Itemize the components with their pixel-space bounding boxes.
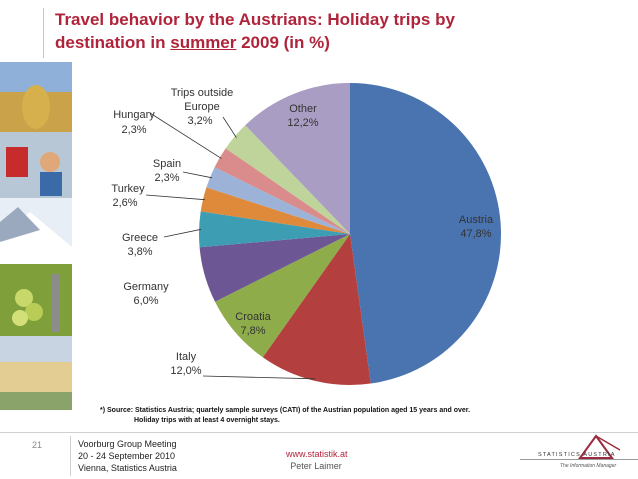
photo-collage-image	[0, 62, 72, 410]
label-italy-name: Italy	[176, 351, 197, 363]
pie-slice-spain	[206, 167, 350, 234]
title-emphasis: summer	[170, 33, 237, 52]
label-turkey-name: Turkey	[111, 183, 145, 195]
label-austria-value: 47,8%	[460, 228, 491, 240]
statistics-austria-logo: STATISTICS AUSTRIA The Information Manag…	[520, 430, 638, 479]
pie-slice-other	[245, 83, 350, 234]
pie-slice-italy	[262, 234, 371, 386]
footer-vertical-divider	[70, 436, 71, 476]
meeting-line-1: Voorburg Group Meeting	[78, 439, 177, 449]
title-line-2-suffix: 2009 (in %)	[236, 33, 330, 52]
presenter-name: Peter Laimer	[290, 461, 342, 471]
pie-slice-croatia	[215, 234, 350, 358]
header-divider	[43, 8, 44, 58]
label-austria-name: Austria	[459, 214, 494, 226]
website-link[interactable]: www.statistik.at	[286, 449, 348, 459]
label-croatia-value: 7,8%	[240, 325, 265, 337]
source-footnote: *) Source: Statistics Austria; quartely …	[100, 406, 470, 426]
label-other-name: Other	[289, 103, 317, 115]
leader-line-hungary	[149, 112, 222, 159]
meeting-line-3: Vienna, Statistics Austria	[78, 463, 177, 473]
label-spain-name: Spain	[153, 158, 181, 170]
title-line-1: Travel behavior by the Austrians: Holida…	[55, 10, 455, 29]
meeting-info: Voorburg Group Meeting 20 - 24 September…	[78, 438, 177, 474]
logo-rule	[520, 459, 638, 460]
label-outside-name-2: Europe	[184, 101, 219, 113]
leader-line-italy	[202, 375, 315, 380]
label-turkey-value: 2,6%	[112, 197, 137, 209]
footnote-line-2: Holiday trips with at least 4 overnight …	[134, 417, 280, 424]
leader-line-greece	[163, 228, 202, 238]
label-hungary-value: 2,3%	[121, 124, 146, 136]
label-hungary-name: Hungary	[113, 109, 155, 121]
leader-line-turkey	[145, 194, 206, 201]
pie-slice-austria	[350, 83, 502, 384]
label-germany-name: Germany	[123, 281, 169, 293]
pie-slice-hungary	[214, 148, 350, 234]
pie-slices	[198, 83, 502, 386]
pie-slice-germany	[199, 234, 350, 302]
footer-contact: www.statistik.at Peter Laimer	[286, 448, 348, 472]
pie-slice-turkey	[200, 187, 350, 234]
label-italy-value: 12,0%	[170, 365, 201, 377]
meeting-line-2: 20 - 24 September 2010	[78, 451, 176, 461]
label-croatia-name: Croatia	[235, 311, 271, 323]
logo-text: STATISTICS AUSTRIA	[538, 452, 616, 458]
label-spain-value: 2,3%	[154, 172, 179, 184]
slide-header: Travel behavior by the Austrians: Holida…	[0, 0, 638, 62]
footer-divider	[0, 432, 638, 433]
label-outside-name-1: Trips outside	[171, 87, 234, 99]
pie-slice-trips-outside-europe	[225, 125, 350, 234]
pie-slice-greece	[198, 211, 350, 248]
label-germany-value: 6,0%	[133, 295, 158, 307]
slide-title: Travel behavior by the Austrians: Holida…	[55, 8, 575, 54]
label-greece-value: 3,8%	[127, 246, 152, 258]
label-other-value: 12,2%	[287, 117, 318, 129]
leader-line-trips-outside-europe	[222, 116, 237, 138]
logo-tagline: The Information Manager	[560, 463, 617, 469]
label-outside-value: 3,2%	[187, 115, 212, 127]
label-greece-name: Greece	[122, 232, 158, 244]
title-line-2-prefix: destination in	[55, 33, 171, 52]
leader-lines	[145, 112, 315, 380]
logo-triangle-icon	[578, 434, 621, 459]
leader-line-spain	[182, 171, 213, 179]
photo-strip	[0, 62, 72, 410]
slide-number: 21	[32, 440, 43, 450]
footnote-line-1: *) Source: Statistics Austria; quartely …	[100, 407, 471, 414]
